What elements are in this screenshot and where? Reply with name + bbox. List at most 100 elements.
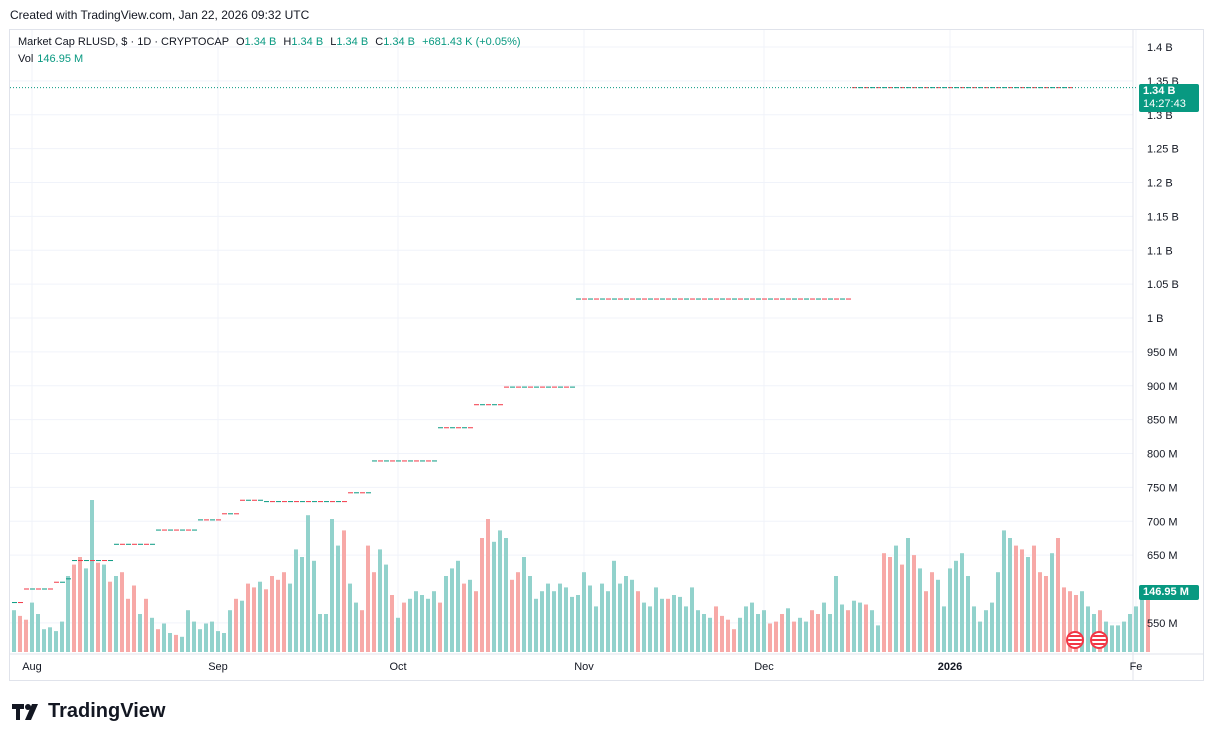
price-tick-label: 1.15 B [1147, 211, 1179, 223]
symbol-title[interactable]: Market Cap RLUSD, $ · 1D · CRYPTOCAP [18, 36, 229, 48]
grid-lines [10, 30, 1204, 680]
volume-bar [450, 568, 454, 652]
volume-bar [942, 606, 946, 652]
chart-frame [9, 29, 1204, 681]
volume-bar [642, 602, 646, 652]
tradingview-logo[interactable]: TradingView [12, 700, 165, 723]
volume-bar [894, 545, 898, 652]
volume-bar [150, 617, 154, 652]
volume-bar [42, 629, 46, 652]
volume-bar [696, 610, 700, 652]
volume-bar [1044, 576, 1048, 652]
volume-bar [438, 602, 442, 652]
volume-bar [90, 500, 94, 652]
volume-bar [564, 587, 568, 652]
time-tick-label: Fe [1130, 661, 1143, 673]
volume-bar [960, 553, 964, 652]
volume-bar [888, 557, 892, 652]
us-flag-event-icon[interactable] [1066, 631, 1084, 649]
volume-bar [1074, 595, 1078, 652]
volume-bar [522, 557, 526, 652]
volume-label: Vol [18, 53, 34, 65]
volume-bar [972, 606, 976, 652]
volume-bar [990, 602, 994, 652]
volume-bar [546, 583, 550, 652]
volume-bar [816, 614, 820, 652]
volume-bar [714, 606, 718, 652]
volume-bar [1032, 545, 1036, 652]
volume-bar [336, 545, 340, 652]
price-tick-label: 750 M [1147, 482, 1178, 494]
volume-bar [852, 600, 856, 652]
us-flag-event-icon[interactable] [1090, 631, 1108, 649]
volume-bar [366, 545, 370, 652]
volume-bar [30, 602, 34, 652]
volume-bar [432, 591, 436, 652]
volume-bar [288, 583, 292, 652]
volume-bar [648, 606, 652, 652]
time-tick-label: Oct [389, 661, 406, 673]
volume-bar [1050, 553, 1054, 652]
volume-bar [444, 576, 448, 652]
volume-bar [330, 519, 334, 652]
volume-bar [570, 596, 574, 652]
tradingview-logo-icon [12, 703, 38, 720]
low-label: L [330, 36, 337, 48]
volume-bar [786, 608, 790, 652]
volume-bar [264, 589, 268, 652]
time-tick-label: Sep [208, 661, 228, 673]
volume-bar [192, 621, 196, 652]
volume-bar [240, 600, 244, 652]
volume-bar [474, 591, 478, 652]
price-tick-label: 1.3 B [1147, 110, 1173, 122]
volume-bar [96, 562, 100, 652]
volume-bar [468, 579, 472, 652]
volume-bar [48, 627, 52, 652]
volume-bar [510, 579, 514, 652]
high-label: H [283, 36, 292, 48]
volume-bar [1122, 621, 1126, 652]
volume-bar [66, 576, 70, 652]
volume-bar [138, 614, 142, 652]
last-price-value: 1.34 B [1143, 85, 1176, 97]
volume-bar [54, 631, 58, 652]
volume-bar [768, 623, 772, 652]
volume-bar [1086, 606, 1090, 652]
volume-bar [1002, 530, 1006, 652]
volume-bar [1008, 538, 1012, 652]
volume-bar [36, 614, 40, 652]
volume-bar [1110, 625, 1114, 652]
volume-bar [678, 596, 682, 652]
last-price-tag: 1.34 B 14:27:43 [1139, 84, 1199, 112]
volume-bar [918, 568, 922, 652]
volume-bar [1146, 596, 1150, 652]
volume-bar [780, 614, 784, 652]
close-label: C [375, 36, 384, 48]
volume-bar [828, 614, 832, 652]
open-value: 1.34 B [244, 36, 277, 48]
volume-bar [774, 621, 778, 652]
volume-bar [408, 598, 412, 652]
volume-bar [204, 623, 208, 652]
volume-bar [102, 564, 106, 652]
volume-bar [504, 538, 508, 652]
volume-bar [732, 629, 736, 652]
volume-bar [744, 606, 748, 652]
volume-bar [78, 557, 82, 652]
volume-bar [126, 598, 130, 652]
volume-bar [480, 538, 484, 652]
volume-bar [324, 614, 328, 652]
volume-bar [1128, 614, 1132, 652]
volume-bar [834, 576, 838, 652]
volume-bar [654, 587, 658, 652]
volume-bar [840, 604, 844, 652]
volume-bar [1068, 591, 1072, 652]
volume-bar [726, 619, 730, 652]
volume-bar [210, 621, 214, 652]
volume-bar [300, 557, 304, 652]
price-tick-label: 650 M [1147, 550, 1178, 562]
price-tick-label: 1.05 B [1147, 279, 1179, 291]
volume-bars [12, 500, 1150, 652]
price-axis: 1.4 B1.35 B1.3 B1.25 B1.2 B1.15 B1.1 B1.… [1147, 42, 1179, 630]
